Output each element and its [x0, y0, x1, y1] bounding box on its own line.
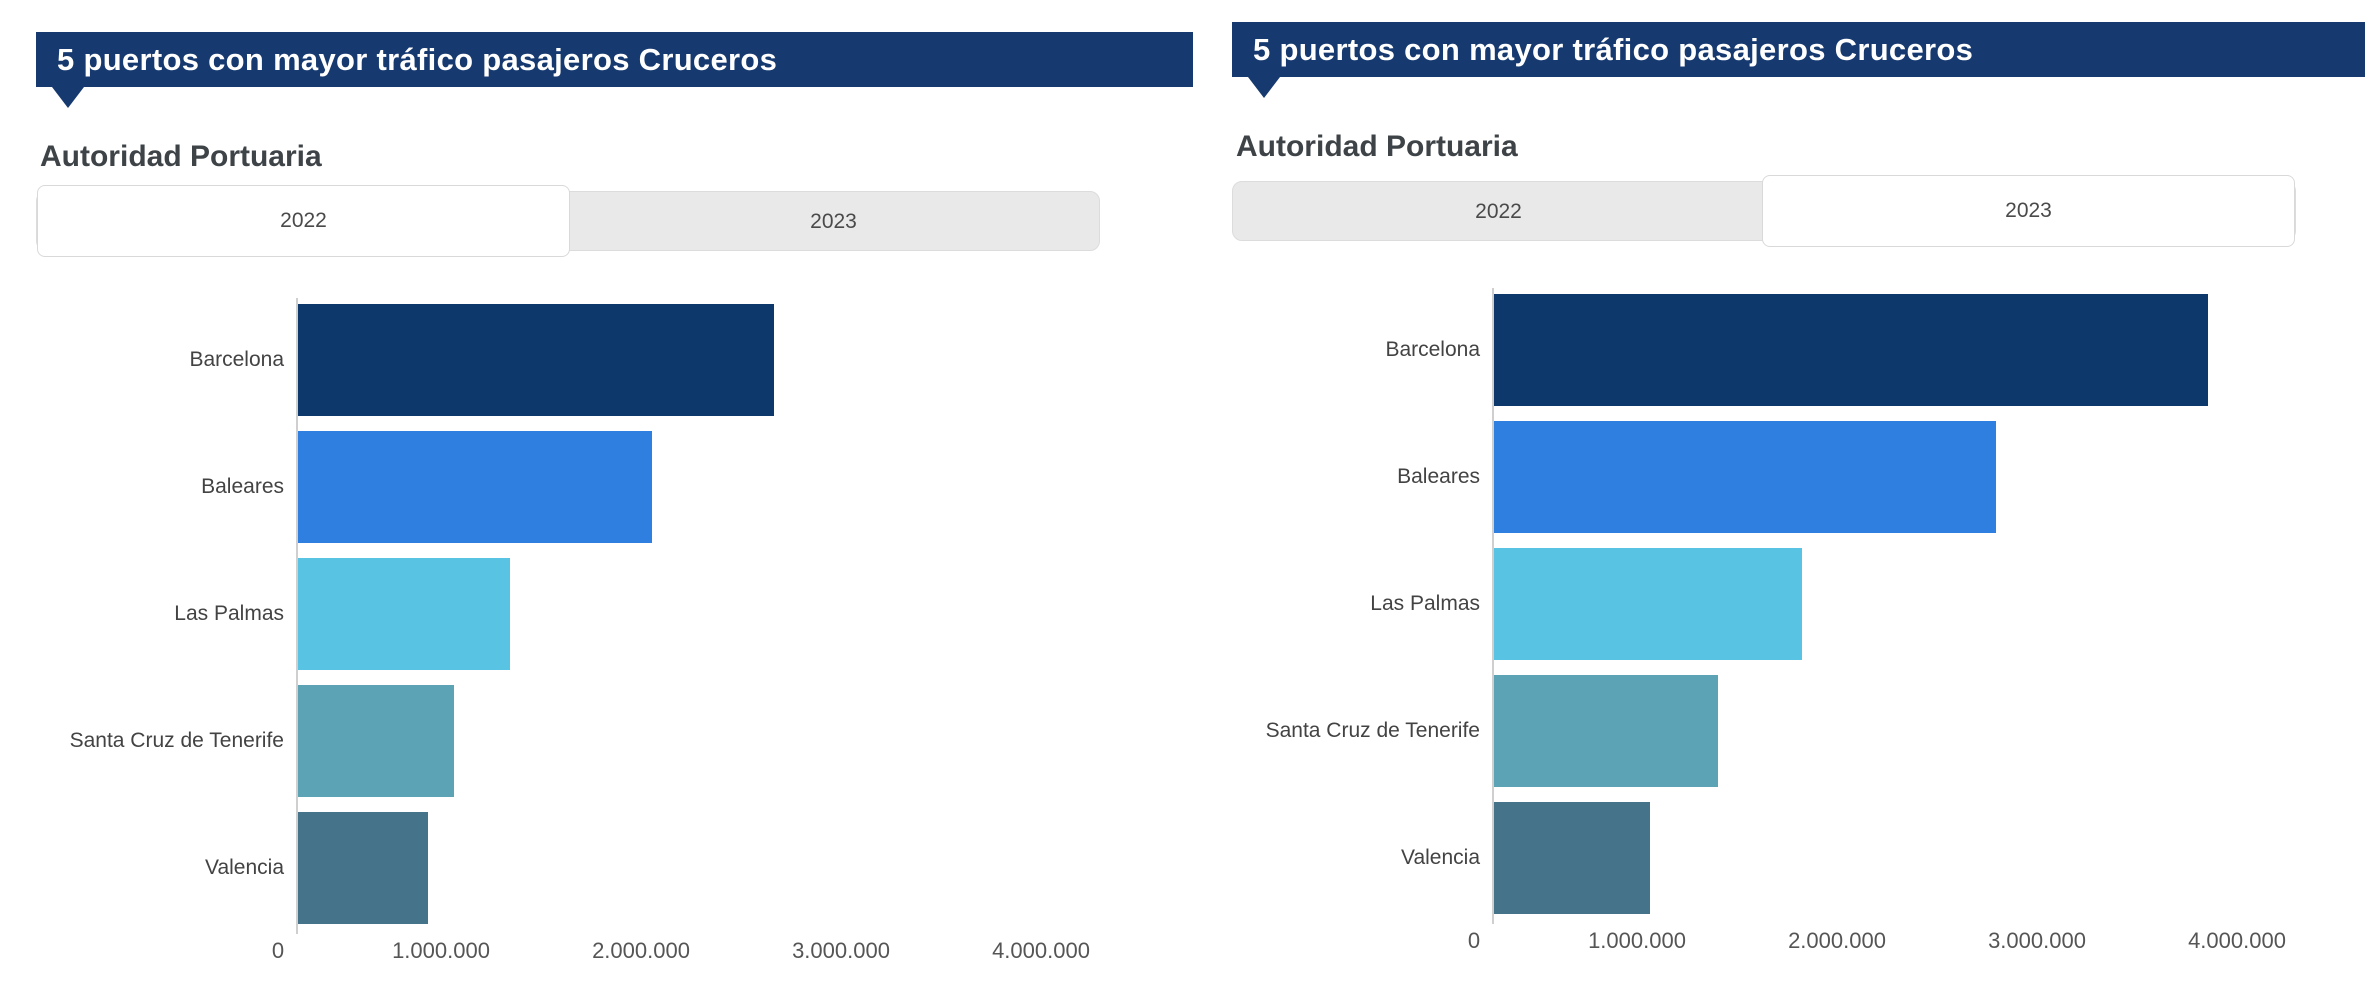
- bar-barcelona[interactable]: [1494, 294, 2208, 406]
- x-axis-tick-label: 4.000.000: [992, 938, 1090, 963]
- year-tabbar: 2022 2023: [36, 185, 1100, 257]
- bar-chart-2022: 0 1.000.000 2.000.000 3.000.000 4.000.000 Bar…: [36, 0, 1176, 999]
- x-axis-tick-label: 4.000.000: [2188, 928, 2286, 953]
- tab-2022[interactable]: 2022: [1475, 200, 1522, 223]
- x-axis-tick-label: 0: [271, 938, 285, 963]
- category-label: Valencia: [205, 856, 284, 879]
- panel-header-banner: 5 puertos con mayor tráfico pasajeros Cr…: [36, 32, 1193, 87]
- category-label: Las Palmas: [1370, 592, 1480, 615]
- banner-pointer-triangle: [1248, 77, 1280, 98]
- y-axis-line: [1492, 288, 1494, 924]
- panel-header-banner: 5 puertos con mayor tráfico pasajeros Cr…: [1232, 22, 2365, 77]
- tab-2022[interactable]: 2022: [37, 185, 570, 257]
- x-axis-tick-label: 2.000.000: [1788, 928, 1886, 953]
- category-label: Baleares: [1397, 465, 1480, 488]
- bar-las-palmas[interactable]: [298, 558, 510, 670]
- year-tabbar: 2022 2023: [1232, 175, 2296, 247]
- x-axis-tick-label: 0: [1467, 928, 1481, 953]
- x-axis-tick-label: 1.000.000: [1588, 928, 1686, 953]
- bar-valencia[interactable]: [298, 812, 428, 924]
- category-label: Barcelona: [1385, 338, 1480, 361]
- bar-santa-cruz-de-tenerife[interactable]: [1494, 675, 1718, 787]
- category-label: Santa Cruz de Tenerife: [1265, 719, 1480, 742]
- panel-2023: 5 puertos con mayor tráfico pasajeros Cr…: [1232, 0, 2372, 989]
- tab-2023[interactable]: 2023: [1762, 175, 2295, 247]
- panel-title: 5 puertos con mayor tráfico pasajeros Cr…: [57, 41, 778, 77]
- bar-barcelona[interactable]: [298, 304, 774, 416]
- banner-pointer-triangle: [52, 87, 84, 108]
- category-label: Barcelona: [189, 348, 284, 371]
- bar-chart-2023: 0 1.000.000 2.000.000 3.000.000 4.000.000 Bar…: [1232, 0, 2372, 989]
- x-axis-tick-label: 1.000.000: [392, 938, 490, 963]
- category-label: Valencia: [1401, 846, 1480, 869]
- chart-subtitle: Autoridad Portuaria: [1236, 130, 1518, 163]
- bar-valencia[interactable]: [1494, 802, 1650, 914]
- chart-subtitle: Autoridad Portuaria: [40, 140, 322, 173]
- tab-2023[interactable]: 2023: [810, 210, 857, 233]
- category-label: Baleares: [201, 475, 284, 498]
- x-axis-tick-label: 3.000.000: [1988, 928, 2086, 953]
- bar-baleares[interactable]: [1494, 421, 1996, 533]
- bar-baleares[interactable]: [298, 431, 652, 543]
- panel-2022: 5 puertos con mayor tráfico pasajeros Cr…: [36, 0, 1193, 999]
- category-label: Las Palmas: [174, 602, 284, 625]
- bar-santa-cruz-de-tenerife[interactable]: [298, 685, 454, 797]
- x-axis-tick-label: 3.000.000: [792, 938, 890, 963]
- category-label: Santa Cruz de Tenerife: [69, 729, 284, 752]
- bar-las-palmas[interactable]: [1494, 548, 1802, 660]
- y-axis-line: [296, 298, 298, 934]
- x-axis-tick-label: 2.000.000: [592, 938, 690, 963]
- panel-title: 5 puertos con mayor tráfico pasajeros Cr…: [1253, 31, 1974, 67]
